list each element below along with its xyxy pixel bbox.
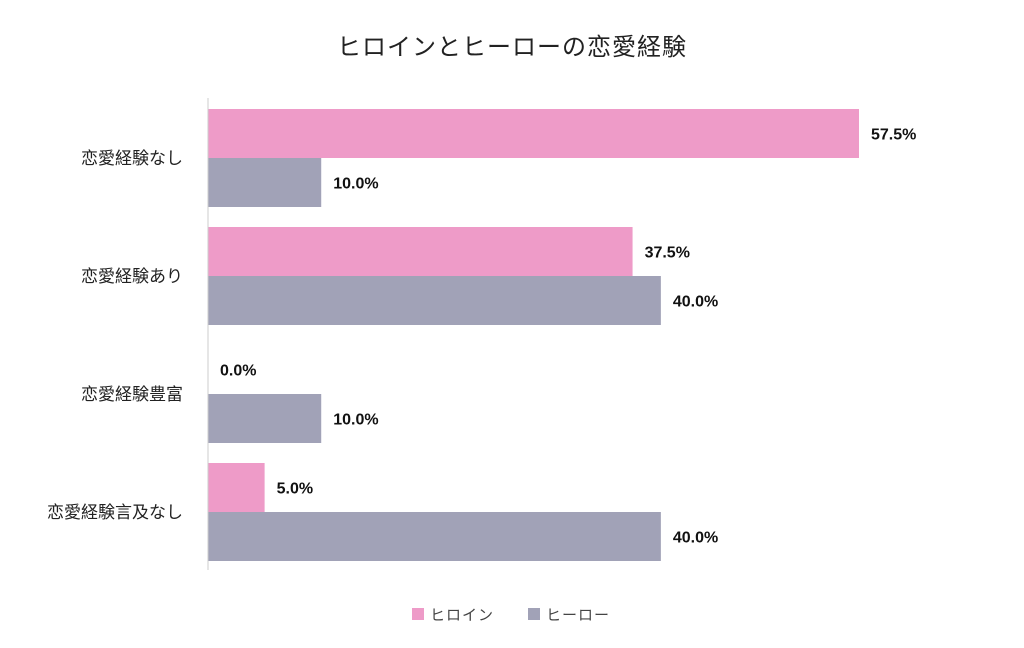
value-label: 10.0% bbox=[333, 412, 378, 429]
legend-label: ヒーロー bbox=[546, 606, 610, 624]
bar-heroine bbox=[208, 109, 859, 158]
value-labels-group: 57.5% 10.0% 37.5% 40.0% 0.0% 10.0% 5.0% 40.0% bbox=[220, 127, 916, 547]
bar-hero bbox=[208, 394, 322, 443]
bar-heroine bbox=[208, 227, 633, 276]
bars-group bbox=[208, 109, 859, 561]
value-label: 5.0% bbox=[277, 481, 313, 498]
legend-label: ヒロイン bbox=[430, 606, 494, 624]
bar-heroine bbox=[208, 463, 265, 512]
bar-hero bbox=[208, 158, 322, 207]
value-label: 10.0% bbox=[333, 176, 378, 193]
value-label: 40.0% bbox=[673, 294, 718, 311]
legend-swatch bbox=[528, 608, 540, 620]
bar-hero bbox=[208, 512, 661, 561]
bar-hero bbox=[208, 276, 661, 325]
value-label: 57.5% bbox=[871, 127, 916, 144]
category-label: 恋愛経験なし bbox=[81, 148, 183, 169]
value-label: 37.5% bbox=[645, 245, 690, 262]
legend: ヒロイン ヒーロー bbox=[412, 606, 610, 624]
value-label: 0.0% bbox=[220, 363, 256, 380]
legend-swatch bbox=[412, 608, 424, 620]
category-label: 恋愛経験言及なし bbox=[47, 502, 183, 523]
category-label: 恋愛経験あり bbox=[81, 266, 183, 287]
category-label: 恋愛経験豊富 bbox=[81, 384, 183, 405]
chart-title: ヒロインとヒーローの恋愛経験 bbox=[337, 33, 687, 61]
value-label: 40.0% bbox=[673, 530, 718, 547]
